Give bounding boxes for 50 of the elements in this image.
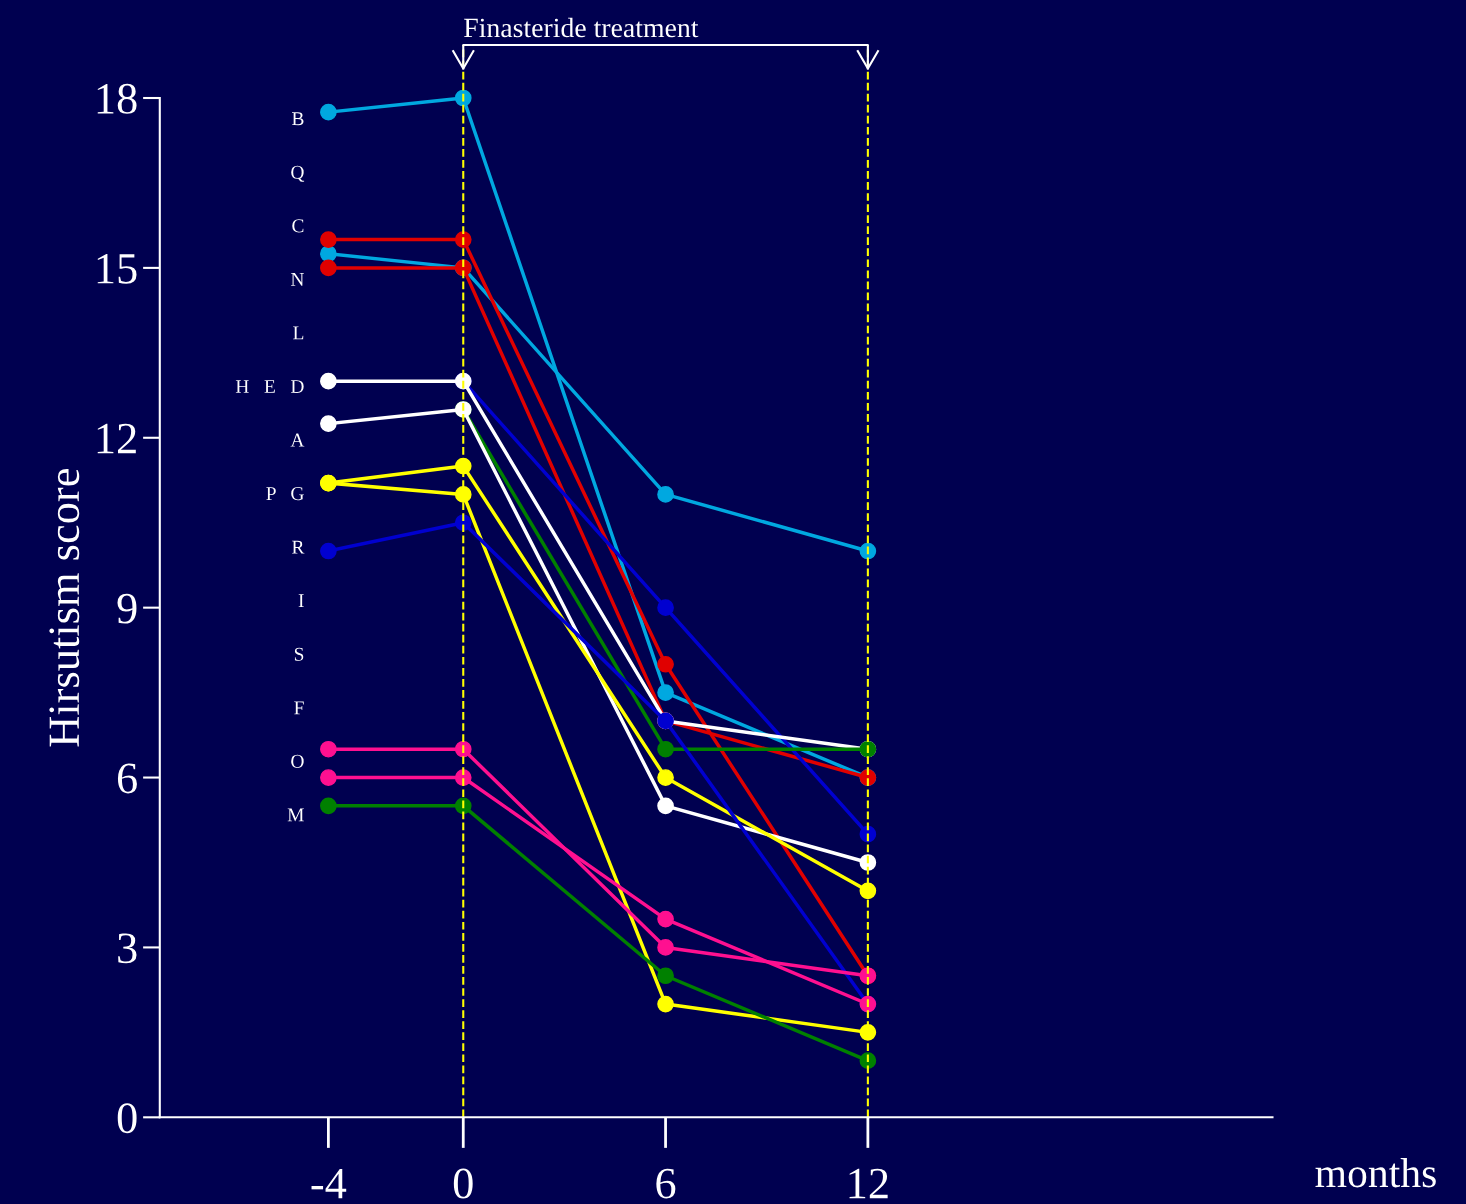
point bbox=[657, 995, 674, 1013]
y-axis-title: Hirsutism score bbox=[49, 469, 80, 747]
point bbox=[320, 415, 337, 432]
annotation: S bbox=[294, 647, 304, 661]
point bbox=[320, 372, 337, 390]
text: Finasteride treatment bbox=[464, 17, 699, 38]
annotation: N bbox=[290, 273, 304, 286]
annotation: F bbox=[294, 701, 304, 715]
y-tick-label: 18 bbox=[97, 83, 137, 114]
point bbox=[320, 797, 337, 815]
x-tick-label: 0 bbox=[453, 1168, 473, 1199]
annotation: Q bbox=[291, 165, 305, 182]
x-axis-title: months bbox=[1315, 1158, 1436, 1188]
y-tick-label: 0 bbox=[117, 1103, 137, 1134]
point bbox=[657, 910, 674, 928]
point bbox=[657, 769, 674, 786]
annotation: B bbox=[292, 112, 304, 126]
point bbox=[320, 259, 337, 277]
y-tick-label: 9 bbox=[117, 593, 137, 624]
point bbox=[657, 967, 674, 985]
annotation: H E D bbox=[235, 380, 304, 393]
annotation: L bbox=[293, 326, 304, 340]
point bbox=[320, 103, 337, 121]
point bbox=[859, 882, 877, 900]
annotation: O bbox=[291, 754, 304, 768]
point bbox=[657, 486, 674, 503]
annotation: C bbox=[292, 219, 304, 233]
point bbox=[657, 740, 674, 758]
y-tick-label: 6 bbox=[117, 763, 137, 794]
annotation: P G bbox=[266, 487, 304, 501]
x-tick-label: -4 bbox=[311, 1168, 347, 1199]
point bbox=[320, 769, 337, 786]
annotation: I bbox=[298, 594, 304, 608]
point bbox=[657, 655, 674, 673]
x-tick-label: 12 bbox=[849, 1168, 888, 1199]
x-tick-label: 6 bbox=[656, 1168, 676, 1199]
point bbox=[320, 740, 337, 758]
point bbox=[320, 542, 337, 560]
point bbox=[454, 89, 472, 107]
annotation: M bbox=[287, 808, 304, 822]
point bbox=[657, 939, 674, 956]
y-tick-label: 12 bbox=[97, 423, 136, 454]
point bbox=[657, 797, 674, 815]
point bbox=[657, 599, 674, 616]
annotation: A bbox=[290, 433, 305, 447]
point bbox=[320, 231, 337, 248]
y-tick-label: 15 bbox=[97, 253, 137, 284]
annotation: R bbox=[292, 540, 305, 554]
y-tick-label: 3 bbox=[118, 933, 137, 964]
point bbox=[657, 684, 674, 701]
